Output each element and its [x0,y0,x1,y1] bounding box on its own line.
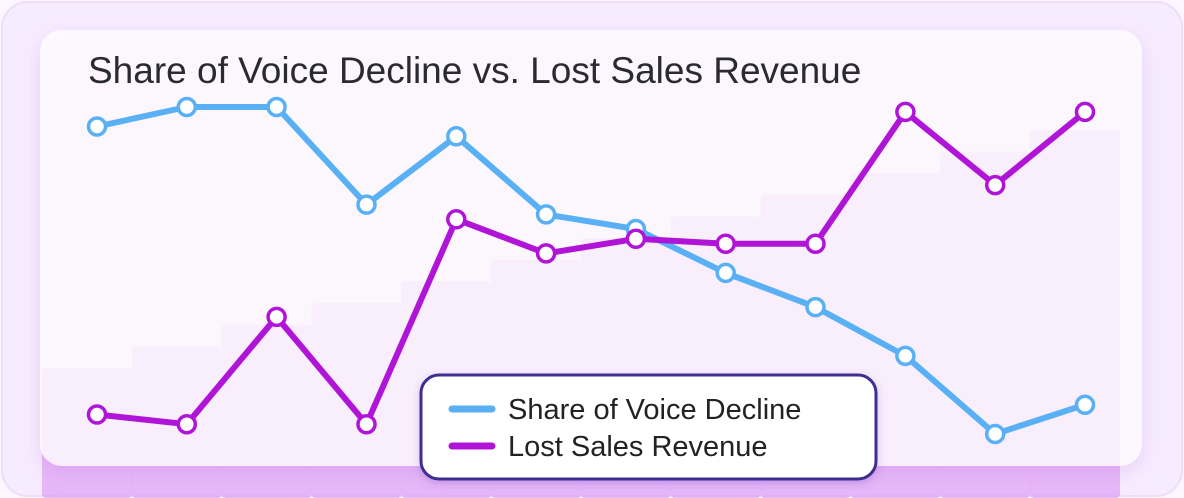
data-point-series-0[interactable] [356,194,377,215]
data-point-series-0[interactable] [984,423,1006,445]
data-point-series-1[interactable] [266,306,287,328]
data-point-series-1[interactable] [86,404,108,425]
series-layer [86,96,1096,445]
data-point-series-0[interactable] [1074,394,1096,415]
data-point-series-0[interactable] [446,126,467,147]
series-line-1 [94,108,1088,428]
legend-label-lost-sales: Lost Sales Revenue [508,431,768,463]
data-point-series-1[interactable] [446,209,467,230]
data-point-series-0[interactable] [176,96,198,118]
data-point-series-0[interactable] [535,204,557,225]
data-point-series-1[interactable] [625,228,647,250]
legend: Share of Voice Decline Lost Sales Revenu… [419,373,878,481]
data-point-series-1[interactable] [715,233,736,254]
data-point-series-0[interactable] [895,345,916,367]
data-point-series-0[interactable] [805,296,826,318]
legend-box [419,373,878,481]
data-point-series-1[interactable] [895,101,916,123]
data-point-series-1[interactable] [176,413,198,435]
data-point-series-0[interactable] [86,116,108,137]
data-point-series-0[interactable] [715,262,736,284]
legend-label-share-of-voice: Share of Voice Decline [508,394,801,426]
data-point-series-0[interactable] [266,96,287,118]
data-point-series-1[interactable] [1074,101,1096,123]
data-point-series-1[interactable] [805,233,826,254]
data-point-series-1[interactable] [356,413,377,435]
data-point-series-1[interactable] [535,243,557,264]
data-point-series-1[interactable] [984,174,1006,196]
series-line-0 [94,104,1088,437]
chart-title: Share of Voice Decline vs. Lost Sales Re… [88,50,861,91]
